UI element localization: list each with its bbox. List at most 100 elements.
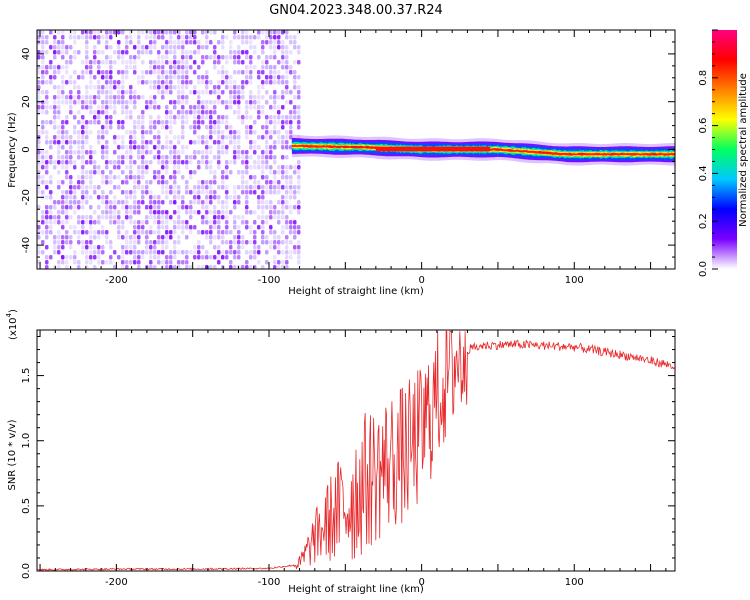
noise-cell	[281, 115, 285, 120]
noise-cell	[45, 120, 49, 125]
noise-cell	[161, 55, 165, 60]
noise-cell	[133, 180, 137, 185]
top-x-axis-label: Height of straight line (km)	[288, 286, 424, 297]
noise-cell	[89, 225, 93, 230]
noise-cell	[185, 265, 189, 269]
noise-cell	[121, 90, 125, 95]
noise-cell	[241, 235, 245, 240]
noise-cell	[121, 255, 125, 260]
signal-peak	[652, 153, 657, 156]
noise-cell	[297, 185, 301, 190]
noise-cell	[217, 95, 221, 100]
noise-cell	[65, 70, 69, 75]
noise-cell	[81, 155, 85, 160]
noise-cell	[197, 65, 201, 70]
noise-cell	[65, 135, 69, 140]
noise-region	[37, 30, 301, 269]
noise-cell	[65, 190, 69, 195]
noise-cell	[85, 35, 89, 40]
noise-cell	[221, 100, 225, 105]
noise-cell	[85, 45, 89, 50]
noise-cell	[77, 130, 81, 135]
noise-cell	[145, 215, 149, 220]
noise-cell	[261, 155, 265, 160]
noise-cell	[117, 135, 121, 140]
noise-cell	[69, 240, 73, 245]
noise-cell	[297, 230, 301, 235]
noise-cell	[173, 155, 177, 160]
noise-cell	[97, 90, 101, 95]
noise-cell	[125, 145, 129, 150]
noise-cell	[209, 240, 213, 245]
noise-cell	[289, 225, 293, 230]
noise-cell	[221, 115, 225, 120]
noise-cell	[89, 145, 93, 150]
noise-cell	[53, 40, 57, 45]
noise-cell	[205, 220, 209, 225]
noise-cell	[269, 205, 273, 210]
noise-cell	[165, 195, 169, 200]
noise-cell	[149, 35, 153, 40]
noise-cell	[249, 230, 253, 235]
noise-cell	[65, 45, 69, 50]
noise-cell	[73, 260, 77, 265]
noise-cell	[265, 130, 269, 135]
noise-cell	[193, 120, 197, 125]
noise-cell	[53, 160, 57, 165]
noise-cell	[117, 175, 121, 180]
noise-cell	[225, 190, 229, 195]
noise-cell	[173, 195, 177, 200]
signal-peak	[610, 153, 615, 156]
noise-cell	[269, 240, 273, 245]
noise-cell	[121, 235, 125, 240]
noise-cell	[277, 250, 281, 255]
noise-cell	[93, 170, 97, 175]
noise-cell	[265, 185, 269, 190]
noise-cell	[153, 65, 157, 70]
noise-cell	[165, 50, 169, 55]
noise-cell	[61, 80, 65, 85]
noise-cell	[281, 65, 285, 70]
noise-cell	[73, 30, 77, 35]
noise-cell	[73, 230, 77, 235]
noise-cell	[125, 265, 129, 269]
noise-cell	[285, 245, 289, 250]
noise-cell	[217, 200, 221, 205]
noise-cell	[121, 205, 125, 210]
noise-cell	[113, 200, 117, 205]
noise-cell	[193, 110, 197, 115]
noise-cell	[221, 70, 225, 75]
noise-cell	[101, 200, 105, 205]
noise-cell	[269, 185, 273, 190]
noise-cell	[141, 45, 145, 50]
noise-cell	[105, 240, 109, 245]
noise-cell	[181, 85, 185, 90]
noise-cell	[129, 65, 133, 70]
noise-cell	[241, 175, 245, 180]
noise-cell	[229, 45, 233, 50]
noise-cell	[117, 220, 121, 225]
noise-cell	[221, 185, 225, 190]
noise-cell	[217, 135, 221, 140]
noise-cell	[253, 65, 257, 70]
noise-cell	[277, 245, 281, 250]
noise-cell	[73, 125, 77, 130]
noise-cell	[169, 125, 173, 130]
noise-cell	[69, 160, 73, 165]
noise-cell	[201, 105, 205, 110]
noise-cell	[297, 90, 301, 95]
noise-cell	[245, 105, 249, 110]
noise-cell	[129, 210, 133, 215]
noise-cell	[125, 205, 129, 210]
noise-cell	[105, 105, 109, 110]
noise-cell	[289, 50, 293, 55]
noise-cell	[237, 150, 241, 155]
noise-cell	[117, 125, 121, 130]
noise-cell	[241, 220, 245, 225]
noise-cell	[57, 220, 61, 225]
noise-cell	[269, 230, 273, 235]
noise-cell	[109, 70, 113, 75]
noise-cell	[269, 30, 273, 35]
noise-cell	[93, 85, 97, 90]
noise-cell	[257, 145, 261, 150]
